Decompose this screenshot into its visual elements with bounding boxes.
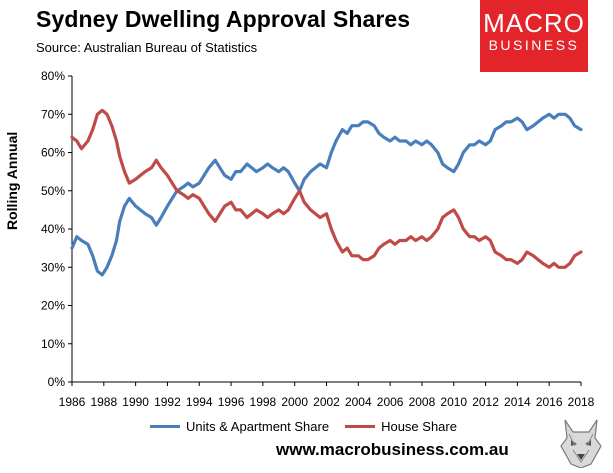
- y-tick-label: 0%: [48, 375, 66, 389]
- x-tick-label: 1990: [122, 395, 149, 409]
- x-tick-label: 2008: [409, 395, 436, 409]
- x-tick-label: 2016: [536, 395, 563, 409]
- y-tick-label: 10%: [41, 337, 65, 351]
- wolf-logo-icon: [560, 419, 602, 468]
- legend-item-units: Units & Apartment Share: [150, 419, 329, 434]
- series-line-units: [70, 112, 583, 277]
- macrobusiness-logo[interactable]: MACRO BUSINESS: [480, 0, 588, 72]
- x-tick-label: 1998: [250, 395, 277, 409]
- x-tick-label: 2002: [313, 395, 340, 409]
- chart-series: [70, 108, 583, 277]
- x-tick-label: 2004: [345, 395, 372, 409]
- x-tick-label: 1996: [218, 395, 245, 409]
- y-tick-label: 40%: [41, 222, 65, 236]
- y-tick-label: 70%: [41, 107, 65, 121]
- x-tick-label: 2000: [281, 395, 308, 409]
- y-tick-label: 80%: [41, 69, 65, 83]
- x-tick-label: 2010: [440, 395, 467, 409]
- x-tick-label: 2012: [472, 395, 499, 409]
- x-tick-label: 1986: [59, 395, 86, 409]
- x-tick-label: 2006: [377, 395, 404, 409]
- y-tick-label: 60%: [41, 146, 65, 160]
- legend-swatch-units: [150, 425, 180, 428]
- logo-line-1: MACRO: [483, 8, 585, 38]
- chart-legend: Units & Apartment Share House Share: [150, 419, 473, 434]
- legend-item-house: House Share: [345, 419, 457, 434]
- logo-line-2: BUSINESS: [488, 37, 580, 53]
- y-tick-label: 50%: [41, 184, 65, 198]
- legend-label-house: House Share: [381, 419, 457, 434]
- x-tick-label: 2014: [504, 395, 531, 409]
- chart-subtitle: Source: Australian Bureau of Statistics: [36, 40, 258, 55]
- x-tick-label: 1994: [186, 395, 213, 409]
- series-line-house: [70, 108, 583, 269]
- legend-label-units: Units & Apartment Share: [186, 419, 330, 434]
- y-tick-label: 20%: [41, 299, 65, 313]
- legend-swatch-house: [345, 425, 376, 428]
- chart-title: Sydney Dwelling Approval Shares: [36, 6, 411, 32]
- x-tick-label: 1992: [154, 395, 181, 409]
- y-tick-label: 30%: [41, 260, 65, 274]
- chart-axes: 0% 10% 20% 30% 40% 50% 60% 70% 80% 1986 1988 1990 19…: [41, 69, 595, 409]
- x-tick-label: 1988: [90, 395, 117, 409]
- x-tick-label: 2018: [568, 395, 595, 409]
- website-url[interactable]: www.macrobusiness.com.au: [276, 440, 509, 459]
